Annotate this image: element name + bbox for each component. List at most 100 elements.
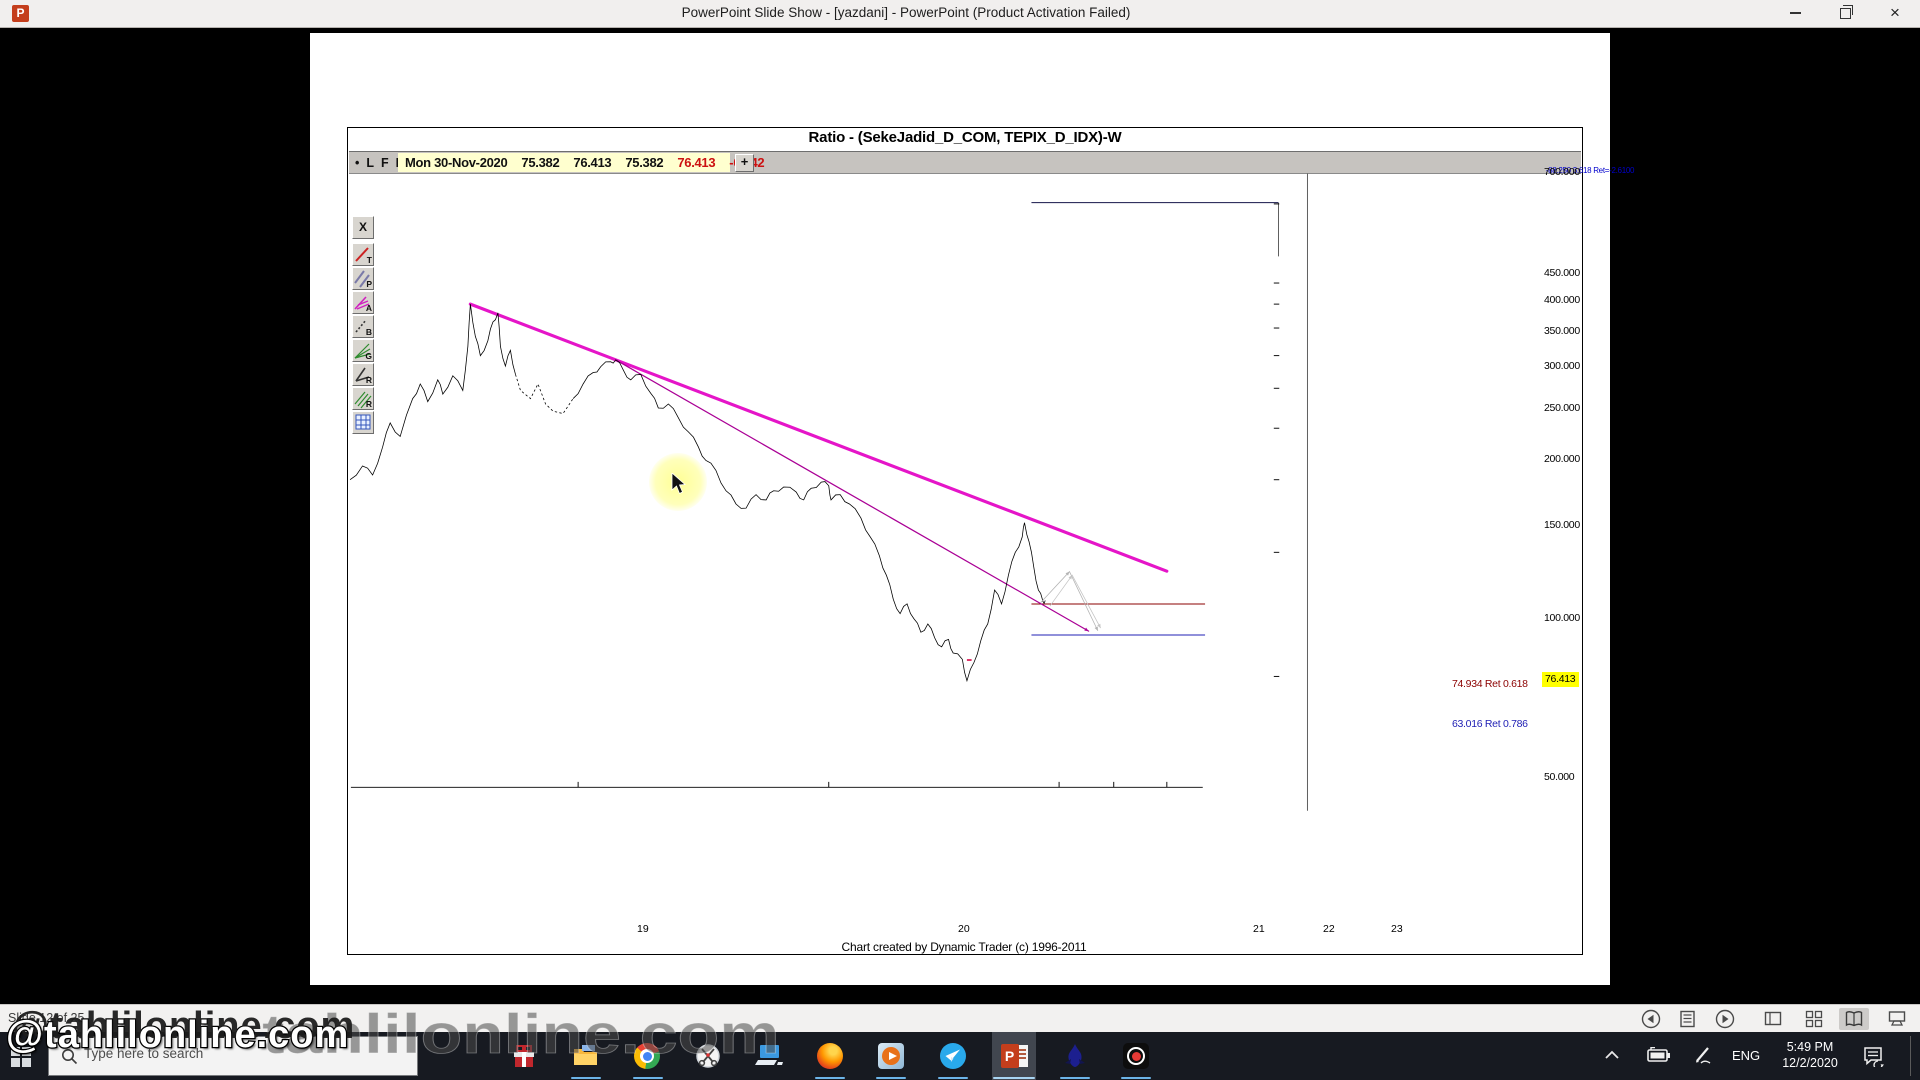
running-indicator: [1060, 1076, 1090, 1079]
taskbar-item-gift[interactable]: [502, 1032, 546, 1080]
tool-label: B: [365, 327, 372, 337]
slide-number-status: Slide 12 of 25: [8, 1011, 85, 1025]
slide-sorter-button[interactable]: [1799, 1008, 1829, 1030]
taskbar-item-telegram[interactable]: [931, 1032, 975, 1080]
next-slide-button[interactable]: [1710, 1008, 1740, 1030]
tool-label: T: [366, 255, 372, 265]
tray-date: 12/2/2020: [1782, 1056, 1838, 1070]
tray-time: 5:49 PM: [1786, 1040, 1834, 1054]
tray-language[interactable]: ENG: [1732, 1048, 1761, 1063]
window-title: PowerPoint Slide Show - [yazdani] - Powe…: [681, 5, 1131, 20]
circle-forward-icon: [1715, 1009, 1735, 1029]
regression-tool-button[interactable]: R: [352, 387, 374, 410]
scissors-clock-icon: [696, 1044, 720, 1068]
parallel-lines-icon: [354, 270, 370, 288]
grid-view-icon: [1805, 1010, 1823, 1028]
previous-slide-button[interactable]: [1636, 1008, 1666, 1030]
show-desktop-divider[interactable]: [1910, 1036, 1911, 1076]
restore-icon: [1839, 4, 1853, 19]
close-tool-label: X: [359, 220, 368, 234]
minimize-icon: [1789, 12, 1801, 14]
running-indicator: [1121, 1076, 1151, 1079]
tool-label: R: [365, 399, 372, 409]
projector-screen-icon: [1888, 1011, 1906, 1026]
dashed-line-icon: [355, 319, 367, 333]
grid-icon: [355, 414, 371, 430]
telegram-icon: [940, 1043, 966, 1069]
powerpoint-app-icon: P: [12, 5, 29, 22]
normal-view-button[interactable]: [1758, 1008, 1788, 1030]
grid-tool-button[interactable]: [352, 411, 374, 434]
quote-open: 75.382: [521, 155, 560, 170]
taskbar-item-screen-recorder[interactable]: [1114, 1032, 1158, 1080]
normal-view-icon: [1764, 1011, 1782, 1026]
andrews-pitchfork-icon: [354, 296, 370, 310]
slide-menu-button[interactable]: [1673, 1008, 1703, 1030]
quote-high: 76.413: [573, 155, 612, 170]
reading-view-icon: [1845, 1011, 1863, 1027]
search-input[interactable]: [82, 1040, 366, 1066]
taskbar-item-file-explorer[interactable]: [563, 1032, 607, 1080]
andrews-tool-button[interactable]: A: [352, 291, 374, 314]
tray-pen[interactable]: [1692, 1044, 1714, 1071]
window-titlebar: P PowerPoint Slide Show - [yazdani] - Po…: [0, 0, 1920, 28]
flag-f[interactable]: F: [381, 155, 389, 170]
notes-list-icon: [1680, 1010, 1695, 1028]
powerpoint-icon: P: [1000, 1044, 1028, 1068]
reading-view-button[interactable]: [1839, 1008, 1869, 1030]
tool-label: P: [366, 279, 372, 289]
start-button[interactable]: [10, 1046, 32, 1073]
blue-flame-icon: [1065, 1044, 1085, 1067]
close-tool-button[interactable]: X: [352, 216, 374, 239]
taskbar-item-snipping-tool[interactable]: [686, 1032, 730, 1080]
folder-icon: [573, 1045, 597, 1065]
parallel-tool-button[interactable]: P: [352, 267, 374, 290]
laptop-icon: [755, 1045, 783, 1065]
close-button[interactable]: ×: [1872, 0, 1918, 26]
quote-bullet-icon: •: [355, 155, 360, 170]
angle-icon: [355, 367, 370, 382]
taskbar-item-media-player[interactable]: [869, 1032, 913, 1080]
gift-icon: [514, 1045, 534, 1067]
powerpoint-statusbar: Slide 12 of 25: [0, 1004, 1920, 1033]
running-indicator: [876, 1076, 906, 1079]
running-indicator: [938, 1076, 968, 1079]
quote-date: Mon 30-Nov-2020: [405, 155, 508, 170]
watermark-ghost: tahlilonline.com: [262, 1002, 781, 1066]
zoom-plus-button[interactable]: +: [735, 154, 754, 172]
taskbar-item-firefox[interactable]: [808, 1032, 852, 1080]
taskbar-item-powerpoint-active[interactable]: P: [992, 1032, 1036, 1080]
close-icon: ×: [1890, 3, 1900, 22]
chrome-icon: [634, 1043, 660, 1069]
tool-label: R: [365, 375, 372, 385]
minimize-button[interactable]: [1772, 0, 1818, 26]
restore-button[interactable]: [1822, 0, 1868, 26]
circle-back-icon: [1641, 1009, 1661, 1029]
parallel-green-lines-icon: [354, 391, 372, 409]
fan-lines-icon: [354, 343, 371, 359]
price-chart-plot: [349, 173, 1308, 811]
b-tool-button[interactable]: B: [352, 315, 374, 338]
tray-battery[interactable]: [1646, 1046, 1672, 1068]
record-icon: [1123, 1043, 1149, 1069]
flag-l[interactable]: L: [366, 155, 375, 170]
tool-label: G: [365, 351, 372, 361]
tray-clock[interactable]: 5:49 PM 12/2/2020: [1771, 1039, 1849, 1071]
slideshow-view-button[interactable]: [1882, 1008, 1912, 1030]
battery-icon: [1647, 1046, 1670, 1062]
tray-overflow-button[interactable]: [1604, 1048, 1620, 1066]
quote-close: 76.413: [677, 155, 716, 170]
retracement-tool-button[interactable]: R: [352, 363, 374, 386]
taskbar-item-blue-flame[interactable]: [1053, 1032, 1097, 1080]
taskbar-item-computer[interactable]: [747, 1032, 791, 1080]
chart-credit: Chart created by Dynamic Trader (c) 1996…: [841, 940, 1087, 954]
notification-icon: [1864, 1047, 1884, 1070]
running-indicator: [815, 1076, 845, 1079]
media-player-icon: [878, 1043, 904, 1069]
chart-frame: [347, 127, 1583, 955]
taskbar-item-chrome[interactable]: [625, 1032, 669, 1080]
trendline-tool-button[interactable]: T: [352, 243, 374, 266]
notification-center-button[interactable]: [1862, 1045, 1886, 1072]
gann-fan-tool-button[interactable]: G: [352, 339, 374, 362]
